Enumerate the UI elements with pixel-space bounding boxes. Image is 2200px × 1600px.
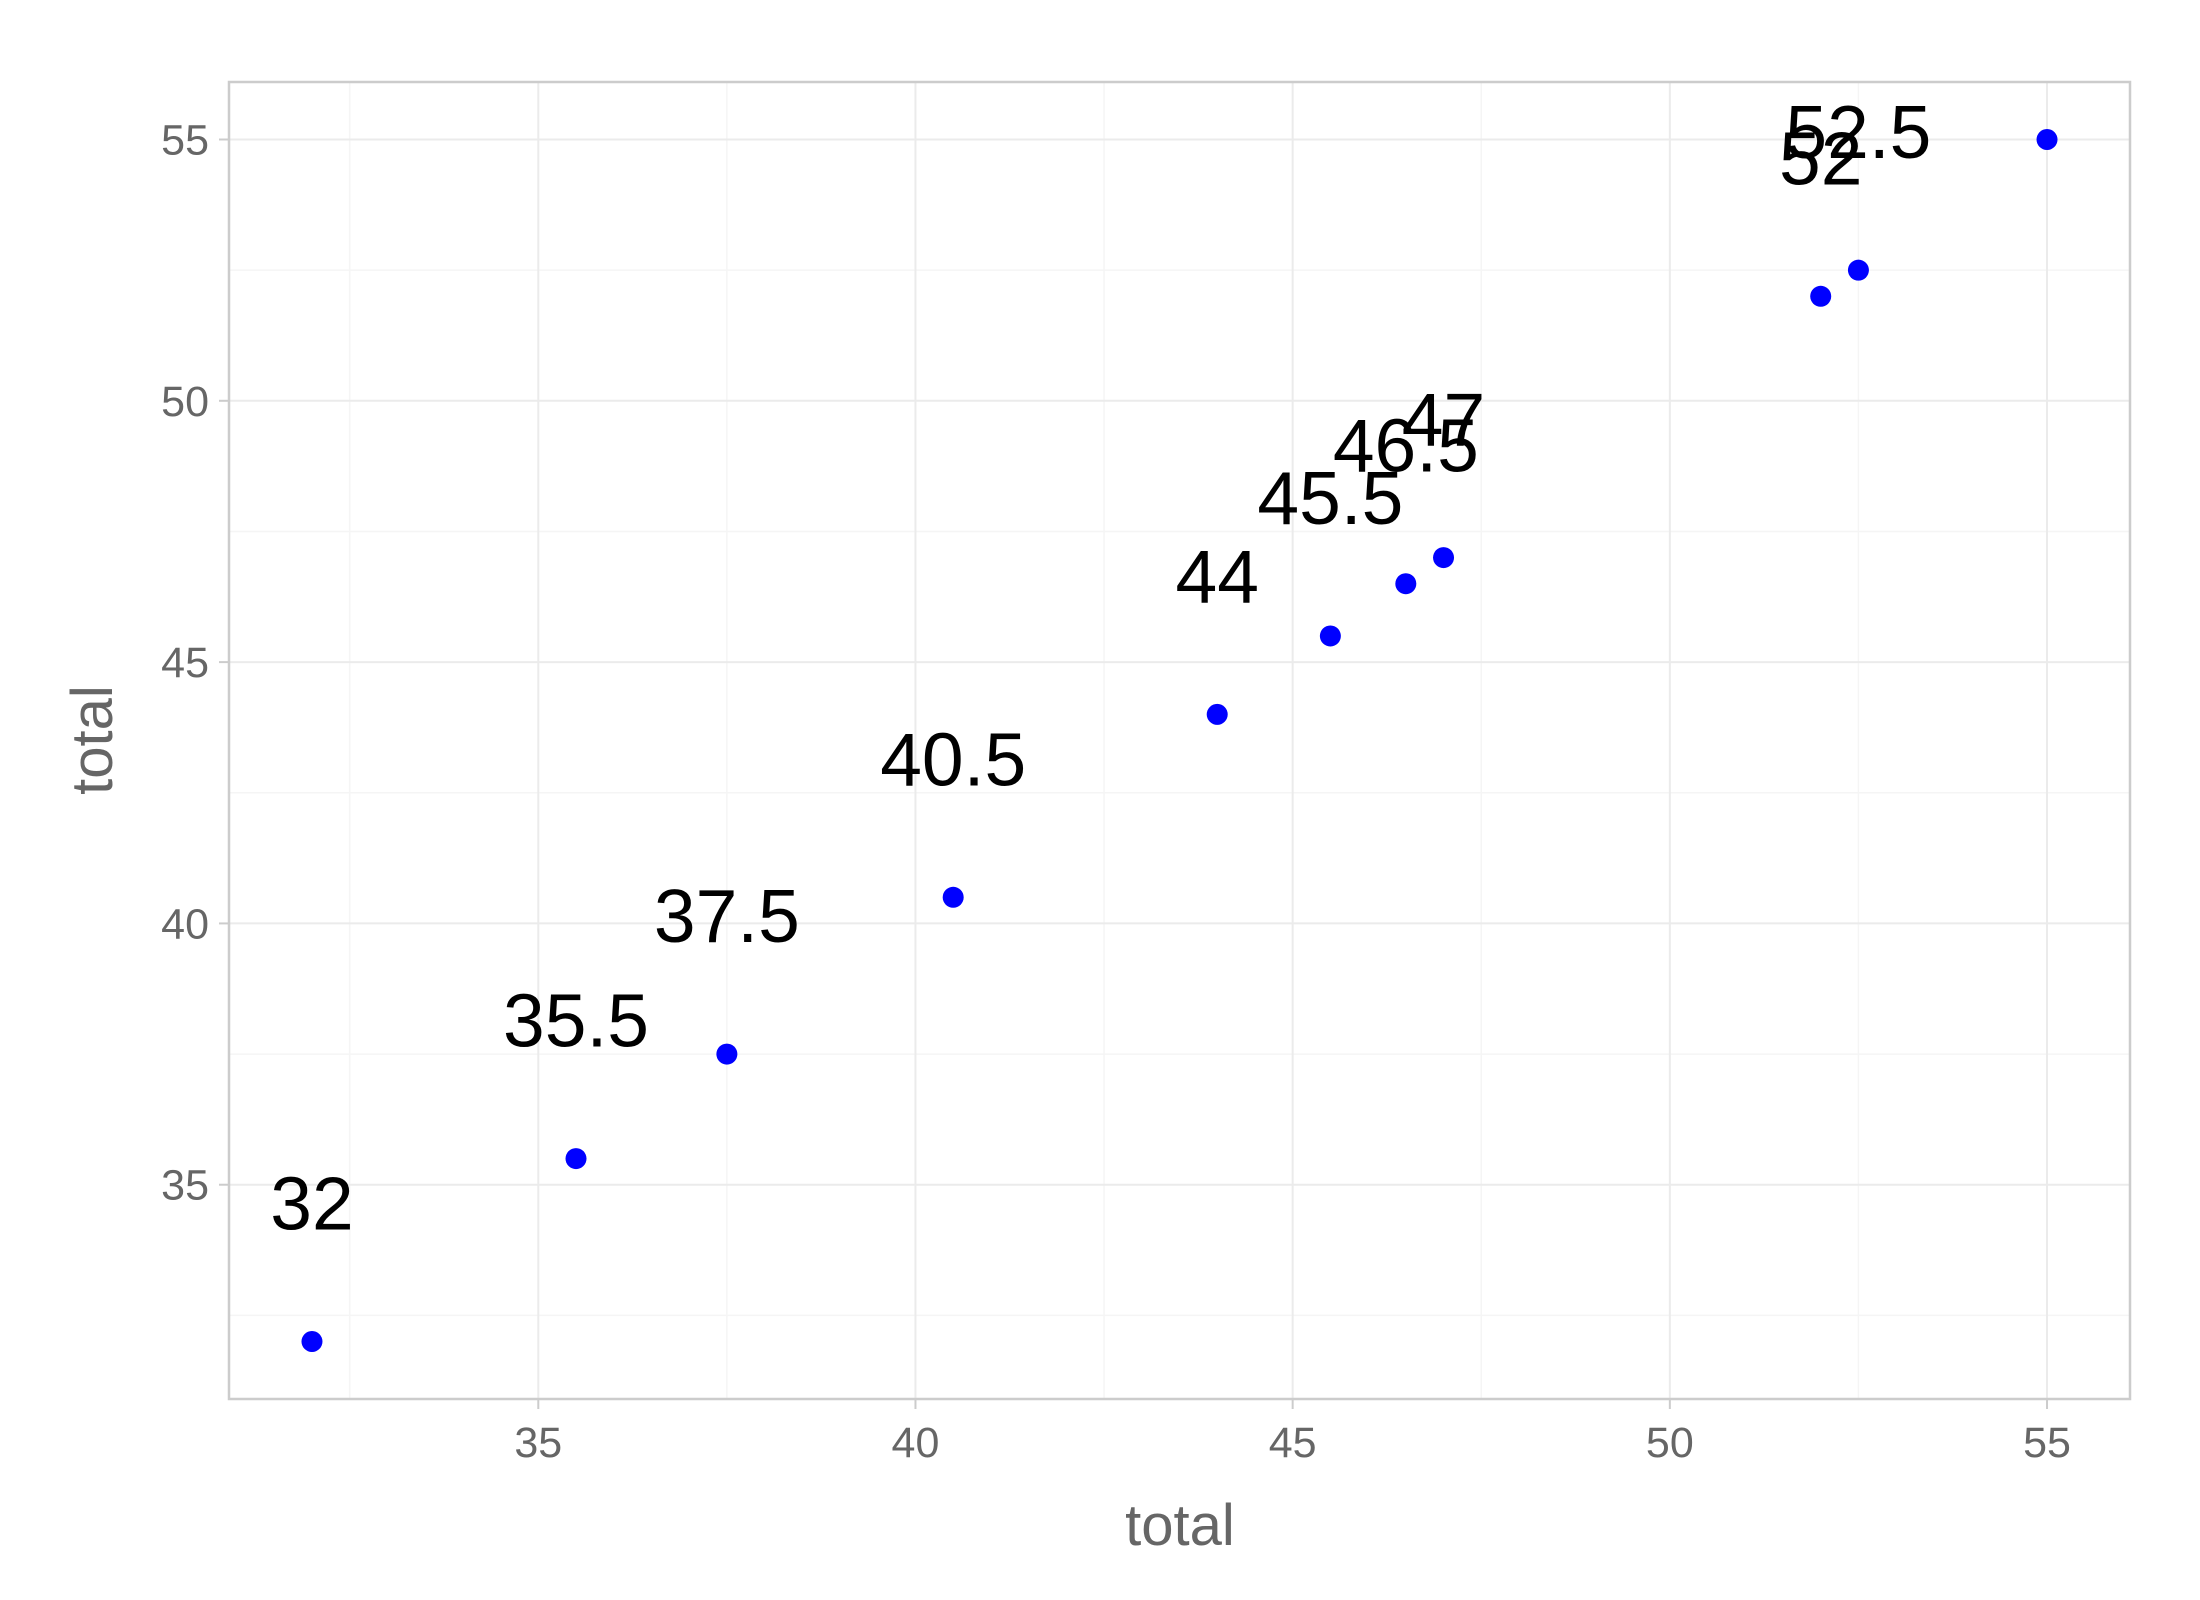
y-axis-title: total — [60, 685, 125, 795]
data-point — [1206, 703, 1228, 725]
x-tick-label: 50 — [1646, 1419, 1694, 1467]
tick-layer: 35 40 45 50 55 35 40 45 50 55 — [161, 116, 2071, 1467]
x-tick-label: 55 — [2023, 1419, 2071, 1467]
data-label: 44 — [1175, 534, 1258, 618]
data-label: 35.5 — [503, 979, 649, 1063]
data-point — [716, 1043, 738, 1065]
y-tick-label: 55 — [161, 116, 209, 164]
data-point — [1433, 547, 1455, 569]
x-axis-title: total — [1125, 1493, 1235, 1558]
data-point — [565, 1148, 587, 1170]
data-label: 37.5 — [654, 874, 800, 958]
x-tick-label: 45 — [1269, 1419, 1317, 1467]
data-label: 32 — [270, 1162, 353, 1246]
data-label: 47 — [1402, 378, 1485, 462]
y-tick-label: 45 — [161, 639, 209, 687]
plot-panel-border — [227, 80, 2132, 1401]
data-label: 46.5 — [1333, 404, 1479, 488]
data-point — [301, 1331, 323, 1353]
data-label: 52 — [1779, 116, 1862, 200]
y-tick-label: 40 — [161, 900, 209, 948]
y-tick-label: 35 — [161, 1162, 209, 1210]
points-layer — [301, 128, 2058, 1353]
grid-layer — [229, 82, 2130, 1399]
x-tick-label: 35 — [514, 1419, 562, 1467]
data-point — [1395, 573, 1417, 595]
data-label: 45.5 — [1257, 456, 1403, 540]
data-point — [1810, 285, 1832, 307]
data-point — [1319, 625, 1341, 647]
data-point — [942, 886, 964, 908]
y-tick-label: 50 — [161, 378, 209, 426]
data-point — [1847, 259, 1869, 281]
data-label: 52.5 — [1785, 90, 1931, 174]
data-point — [2036, 128, 2058, 150]
x-tick-label: 40 — [892, 1419, 940, 1467]
plot-panel-background — [229, 82, 2130, 1399]
data-label: 40.5 — [880, 717, 1026, 801]
